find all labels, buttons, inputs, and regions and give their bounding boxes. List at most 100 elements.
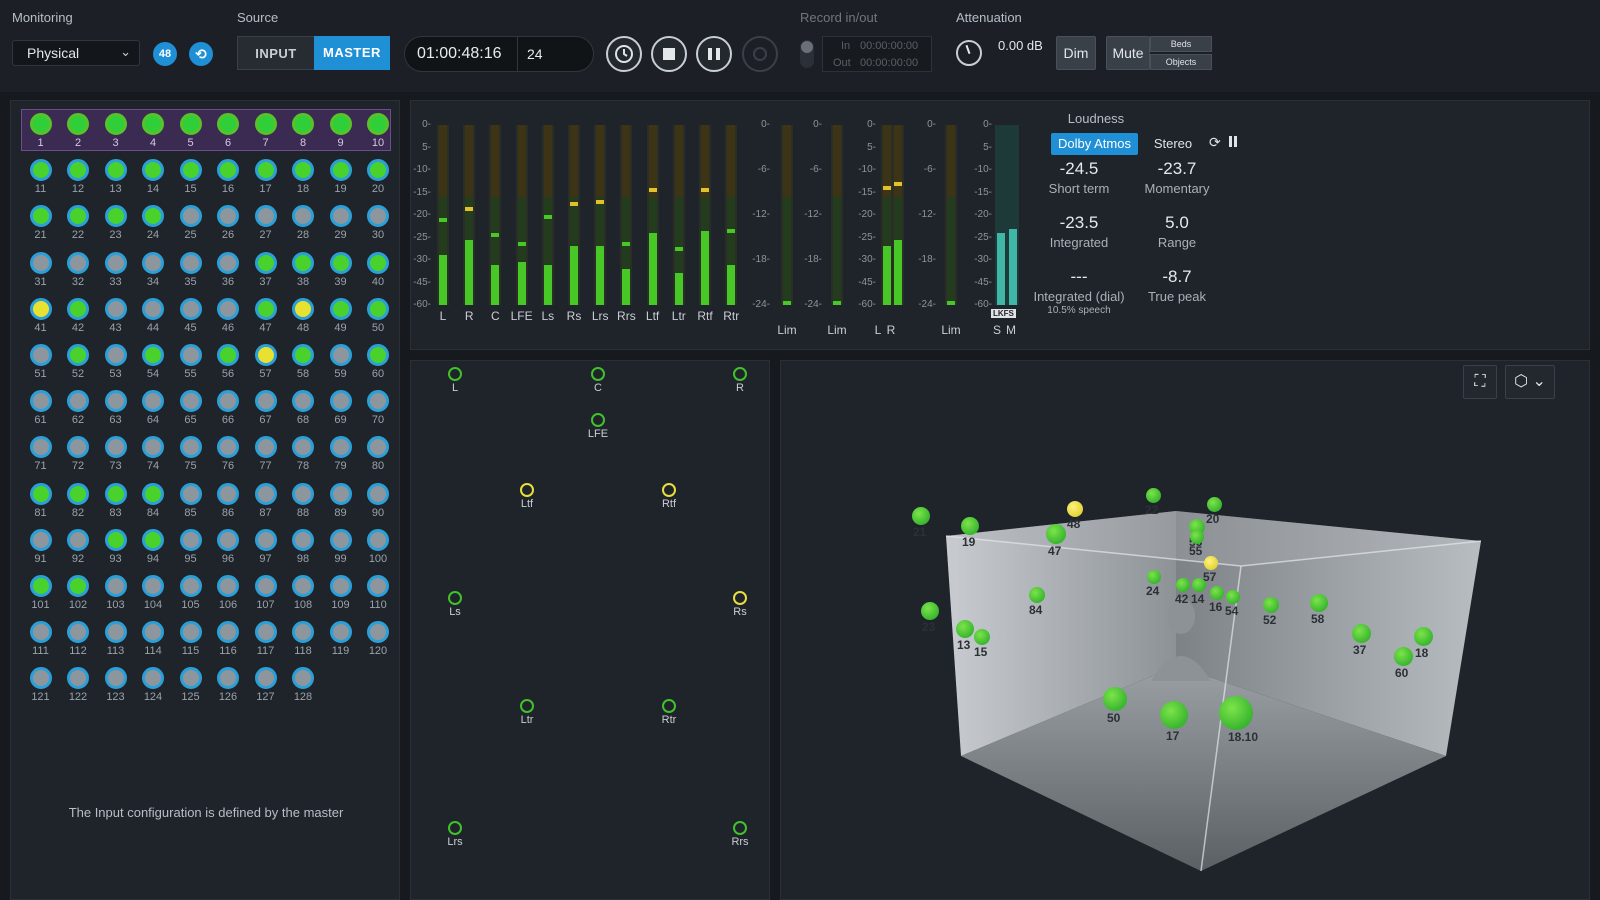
- channel-38[interactable]: 38: [285, 251, 322, 296]
- link-icon[interactable]: ⟲: [189, 42, 213, 66]
- channel-42[interactable]: 42: [60, 297, 97, 342]
- history-button[interactable]: [606, 36, 642, 72]
- channel-36[interactable]: 36: [210, 251, 247, 296]
- channel-4[interactable]: 4: [135, 113, 172, 157]
- channel-71[interactable]: 71: [22, 436, 59, 480]
- channel-5[interactable]: 5: [172, 113, 209, 157]
- channel-3[interactable]: 3: [97, 113, 134, 157]
- channel-55[interactable]: 55: [172, 344, 209, 388]
- tab-stereo[interactable]: Stereo: [1153, 136, 1193, 151]
- stop-button[interactable]: [651, 36, 687, 72]
- channel-117[interactable]: 117: [247, 621, 284, 665]
- view-cube-icon[interactable]: ⬡ ⌄: [1505, 365, 1555, 399]
- object-84[interactable]: [1029, 587, 1045, 603]
- channel-128[interactable]: 128: [285, 667, 322, 711]
- channel-109[interactable]: 109: [322, 575, 359, 619]
- channel-61[interactable]: 61: [22, 390, 59, 434]
- channel-92[interactable]: 92: [60, 528, 97, 573]
- channel-107[interactable]: 107: [247, 575, 284, 619]
- channel-48[interactable]: 48: [285, 297, 322, 342]
- objects-button[interactable]: Objects: [1150, 54, 1212, 70]
- channel-89[interactable]: 89: [322, 482, 359, 527]
- channel-30[interactable]: 30: [360, 205, 397, 249]
- channel-100[interactable]: 100: [360, 528, 397, 573]
- channel-17[interactable]: 17: [247, 159, 284, 203]
- channel-47[interactable]: 47: [247, 297, 284, 342]
- channel-46[interactable]: 46: [210, 297, 247, 342]
- channel-34[interactable]: 34: [135, 251, 172, 296]
- channel-108[interactable]: 108: [285, 575, 322, 619]
- speaker-c[interactable]: C: [578, 367, 618, 394]
- mute-button[interactable]: Mute: [1106, 36, 1150, 70]
- channel-52[interactable]: 52: [60, 344, 97, 388]
- monitoring-select[interactable]: Physical ⌄: [12, 40, 140, 66]
- channel-68[interactable]: 68: [285, 390, 322, 434]
- channel-85[interactable]: 85: [172, 482, 209, 527]
- channel-10[interactable]: 10: [360, 113, 397, 157]
- channel-90[interactable]: 90: [360, 482, 397, 527]
- channel-count-badge[interactable]: 48: [153, 42, 177, 66]
- channel-28[interactable]: 28: [285, 205, 322, 249]
- object-14[interactable]: [1192, 578, 1206, 592]
- object-48[interactable]: [1067, 501, 1083, 517]
- channel-113[interactable]: 113: [97, 621, 134, 665]
- channel-53[interactable]: 53: [97, 344, 134, 388]
- object-21[interactable]: [912, 507, 930, 525]
- channel-79[interactable]: 79: [322, 436, 359, 480]
- channel-32[interactable]: 32: [60, 251, 97, 296]
- channel-11[interactable]: 11: [22, 159, 59, 203]
- channel-84[interactable]: 84: [135, 482, 172, 527]
- channel-20[interactable]: 20: [360, 159, 397, 203]
- object-18.10[interactable]: [1219, 696, 1253, 730]
- channel-60[interactable]: 60: [360, 344, 397, 388]
- channel-101[interactable]: 101: [22, 575, 59, 619]
- object-60[interactable]: [1393, 646, 1413, 666]
- object-37[interactable]: [1351, 623, 1371, 643]
- channel-49[interactable]: 49: [322, 297, 359, 342]
- channel-80[interactable]: 80: [360, 436, 397, 480]
- channel-106[interactable]: 106: [210, 575, 247, 619]
- channel-94[interactable]: 94: [135, 528, 172, 573]
- channel-45[interactable]: 45: [172, 297, 209, 342]
- channel-25[interactable]: 25: [172, 205, 209, 249]
- channel-114[interactable]: 114: [135, 621, 172, 665]
- channel-112[interactable]: 112: [60, 621, 97, 665]
- speaker-rrs[interactable]: Rrs: [720, 821, 760, 848]
- attenuation-knob[interactable]: [956, 40, 982, 66]
- channel-122[interactable]: 122: [60, 667, 97, 711]
- channel-24[interactable]: 24: [135, 205, 172, 249]
- channel-21[interactable]: 21: [22, 205, 59, 249]
- channel-62[interactable]: 62: [60, 390, 97, 434]
- channel-91[interactable]: 91: [22, 528, 59, 573]
- channel-7[interactable]: 7: [247, 113, 284, 157]
- channel-74[interactable]: 74: [135, 436, 172, 480]
- channel-16[interactable]: 16: [210, 159, 247, 203]
- channel-119[interactable]: 119: [322, 621, 359, 665]
- channel-126[interactable]: 126: [210, 667, 247, 711]
- channel-12[interactable]: 12: [60, 159, 97, 203]
- channel-115[interactable]: 115: [172, 621, 209, 665]
- object-17[interactable]: [1160, 701, 1188, 729]
- channel-41[interactable]: 41: [22, 297, 59, 342]
- tab-dolby-atmos[interactable]: Dolby Atmos: [1051, 133, 1138, 155]
- record-button[interactable]: [742, 36, 778, 72]
- beds-button[interactable]: Beds: [1150, 36, 1212, 52]
- object-55[interactable]: [1190, 530, 1204, 544]
- channel-23[interactable]: 23: [97, 205, 134, 249]
- channel-39[interactable]: 39: [322, 251, 359, 296]
- channel-26[interactable]: 26: [210, 205, 247, 249]
- object-23[interactable]: [921, 602, 939, 620]
- speaker-lfe[interactable]: LFE: [578, 413, 618, 440]
- reset-icon[interactable]: ⟳: [1209, 134, 1221, 150]
- channel-83[interactable]: 83: [97, 482, 134, 527]
- channel-103[interactable]: 103: [97, 575, 134, 619]
- channel-43[interactable]: 43: [97, 297, 134, 342]
- object-57[interactable]: [1204, 556, 1218, 570]
- pause-button[interactable]: [696, 36, 732, 72]
- channel-18[interactable]: 18: [285, 159, 322, 203]
- channel-95[interactable]: 95: [172, 528, 209, 573]
- channel-51[interactable]: 51: [22, 344, 59, 388]
- channel-58[interactable]: 58: [285, 344, 322, 388]
- channel-127[interactable]: 127: [247, 667, 284, 711]
- channel-22[interactable]: 22: [60, 205, 97, 249]
